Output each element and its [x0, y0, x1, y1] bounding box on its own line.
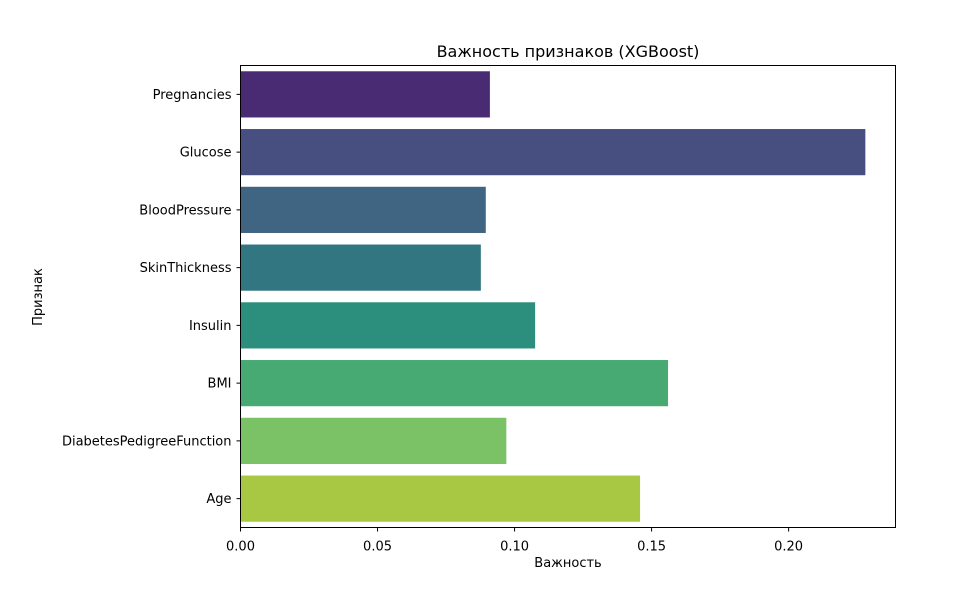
- chart-title: Важность признаков (XGBoost): [437, 42, 700, 61]
- x-tick-label-4: 0.20: [774, 540, 803, 555]
- y-axis-ticks: Pregnancies Glucose BloodPressure SkinThick…: [62, 88, 241, 507]
- y-tick-label-glucose: Glucose: [180, 146, 232, 161]
- y-tick-label-bloodpressure: BloodPressure: [139, 203, 231, 218]
- bar-age: [240, 475, 641, 522]
- x-tick-label-1: 0.05: [363, 540, 392, 555]
- plot-frame: [240, 65, 896, 528]
- x-axis-title: Важность: [534, 556, 601, 571]
- bar-diabetespedigreefunction: [240, 417, 507, 464]
- x-tick-label-0: 0.00: [226, 540, 255, 555]
- y-tick-label-skinthickness: SkinThickness: [140, 261, 232, 276]
- x-tick-label-2: 0.10: [500, 540, 529, 555]
- bar-insulin: [240, 302, 536, 349]
- y-tick-label-pregnancies: Pregnancies: [153, 88, 232, 103]
- x-axis-ticks: 0.00 0.05 0.10 0.15 0.20: [226, 527, 803, 555]
- bars-group: [240, 71, 866, 522]
- x-tick-label-3: 0.15: [637, 540, 666, 555]
- bar-pregnancies: [240, 71, 490, 118]
- y-tick-label-bmi: BMI: [208, 377, 232, 392]
- bar-skinthickness: [240, 244, 481, 291]
- bar-bmi: [240, 360, 669, 407]
- y-tick-label-insulin: Insulin: [189, 319, 232, 334]
- bar-glucose: [240, 129, 866, 176]
- y-tick-label-diabetespedigreefunction: DiabetesPedigreeFunction: [62, 434, 232, 449]
- bar-bloodpressure: [240, 186, 486, 233]
- y-axis-title: Признак: [31, 268, 46, 326]
- y-tick-label-age: Age: [206, 492, 231, 507]
